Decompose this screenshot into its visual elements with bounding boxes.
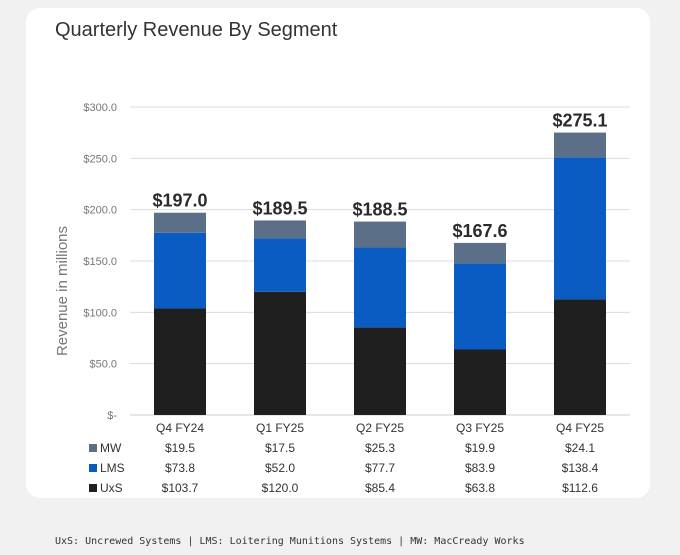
table-cell: $25.3 (365, 441, 395, 455)
x-tick-label: Q1 FY25 (256, 421, 304, 435)
bar-uxs-1 (254, 291, 306, 415)
bar-mw-2 (354, 221, 406, 248)
table-cell: $24.1 (565, 441, 595, 455)
bar-uxs-3 (454, 349, 506, 415)
bar-uxs-2 (354, 327, 406, 415)
bar-mw-3 (454, 242, 506, 264)
bar-lms-0 (154, 232, 206, 309)
y-tick-label: $- (107, 410, 117, 422)
table-cell: $73.8 (165, 461, 195, 475)
bar-lms-4 (554, 157, 606, 300)
bar-mw-0 (154, 212, 206, 233)
legend-label: UxS (100, 481, 123, 495)
total-label: $275.1 (552, 111, 607, 131)
table-cell: $17.5 (265, 441, 295, 455)
bar-lms-1 (254, 238, 306, 292)
table-cell: $103.7 (162, 481, 199, 495)
total-label: $188.5 (352, 200, 407, 220)
y-tick-label: $300.0 (83, 102, 117, 114)
y-tick-label: $100.0 (83, 307, 117, 319)
y-tick-label: $200.0 (83, 205, 117, 217)
bar-mw-1 (254, 220, 306, 239)
total-label: $189.5 (252, 198, 307, 218)
bar-uxs-0 (154, 308, 206, 415)
chart-title: Quarterly Revenue By Segment (55, 19, 338, 41)
x-tick-label: Q4 FY24 (156, 421, 204, 435)
y-axis-title: Revenue in millions (54, 226, 71, 356)
table-cell: $83.9 (465, 461, 495, 475)
bar-uxs-4 (554, 299, 606, 415)
bar-lms-2 (354, 247, 406, 328)
x-tick-label: Q3 FY25 (456, 421, 504, 435)
table-cell: $112.6 (562, 481, 598, 495)
legend-label: LMS (100, 461, 125, 475)
total-label: $167.6 (452, 221, 507, 241)
x-tick-label: Q4 FY25 (556, 421, 604, 435)
y-tick-label: $150.0 (83, 256, 117, 268)
table-cell: $77.7 (365, 461, 395, 475)
legend-swatch-uxs (89, 484, 97, 492)
bar-mw-4 (554, 132, 606, 158)
table-cell: $138.4 (562, 461, 599, 475)
y-tick-label: $50.0 (89, 359, 117, 371)
table-cell: $19.5 (165, 441, 195, 455)
table-cell: $85.4 (365, 481, 395, 495)
table-cell: $52.0 (265, 461, 295, 475)
x-tick-label: Q2 FY25 (356, 421, 404, 435)
legend-swatch-mw (89, 444, 97, 452)
total-label: $197.0 (152, 191, 207, 211)
legend-swatch-lms (89, 464, 97, 472)
footnote: UxS: Uncrewed Systems | LMS: Loitering M… (55, 536, 525, 547)
table-cell: $19.9 (465, 441, 495, 455)
bar-lms-3 (454, 263, 506, 350)
y-tick-label: $250.0 (83, 153, 117, 165)
table-cell: $63.8 (465, 481, 495, 495)
legend-label: MW (100, 441, 122, 455)
chart-card (26, 8, 650, 498)
table-cell: $120.0 (262, 481, 299, 495)
